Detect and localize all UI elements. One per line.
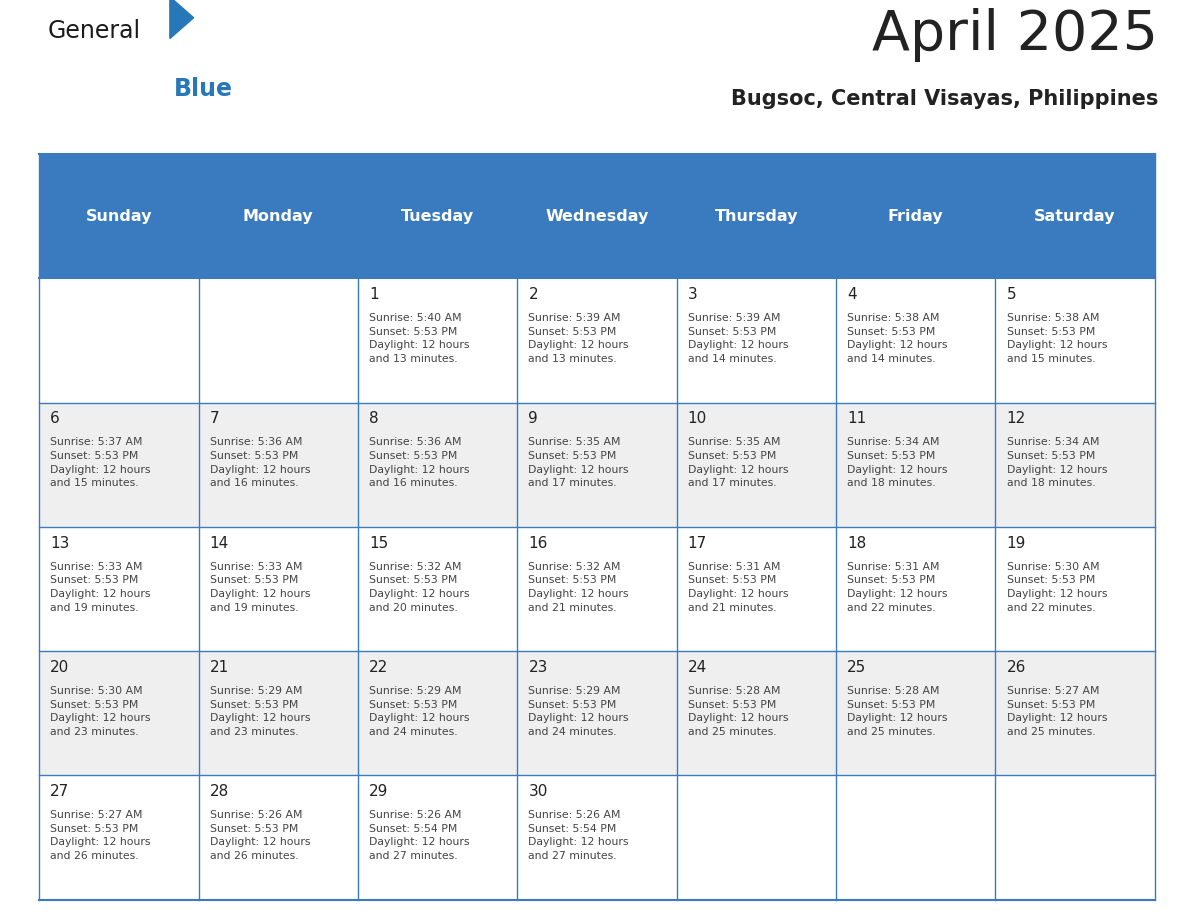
Text: Sunrise: 5:34 AM
Sunset: 5:53 PM
Daylight: 12 hours
and 18 minutes.: Sunrise: 5:34 AM Sunset: 5:53 PM Dayligh… bbox=[847, 438, 948, 488]
Text: Sunrise: 5:31 AM
Sunset: 5:53 PM
Daylight: 12 hours
and 22 minutes.: Sunrise: 5:31 AM Sunset: 5:53 PM Dayligh… bbox=[847, 562, 948, 612]
Text: 13: 13 bbox=[50, 535, 70, 551]
Text: 28: 28 bbox=[210, 784, 229, 799]
Text: Sunrise: 5:28 AM
Sunset: 5:53 PM
Daylight: 12 hours
and 25 minutes.: Sunrise: 5:28 AM Sunset: 5:53 PM Dayligh… bbox=[688, 686, 789, 737]
Text: 12: 12 bbox=[1006, 411, 1025, 426]
Text: Sunrise: 5:26 AM
Sunset: 5:54 PM
Daylight: 12 hours
and 27 minutes.: Sunrise: 5:26 AM Sunset: 5:54 PM Dayligh… bbox=[369, 811, 469, 861]
Text: Sunrise: 5:27 AM
Sunset: 5:53 PM
Daylight: 12 hours
and 25 minutes.: Sunrise: 5:27 AM Sunset: 5:53 PM Dayligh… bbox=[1006, 686, 1107, 737]
Text: Sunrise: 5:40 AM
Sunset: 5:53 PM
Daylight: 12 hours
and 13 minutes.: Sunrise: 5:40 AM Sunset: 5:53 PM Dayligh… bbox=[369, 313, 469, 364]
Text: 21: 21 bbox=[210, 660, 229, 675]
Text: Thursday: Thursday bbox=[714, 208, 798, 224]
Text: 20: 20 bbox=[50, 660, 70, 675]
Text: 24: 24 bbox=[688, 660, 707, 675]
Text: 4: 4 bbox=[847, 287, 857, 302]
Text: 14: 14 bbox=[210, 535, 229, 551]
Text: 1: 1 bbox=[369, 287, 379, 302]
Text: 22: 22 bbox=[369, 660, 388, 675]
Bar bbox=[39, 403, 1155, 527]
Text: 3: 3 bbox=[688, 287, 697, 302]
Text: Sunrise: 5:34 AM
Sunset: 5:53 PM
Daylight: 12 hours
and 18 minutes.: Sunrise: 5:34 AM Sunset: 5:53 PM Dayligh… bbox=[1006, 438, 1107, 488]
Text: Saturday: Saturday bbox=[1035, 208, 1116, 224]
Bar bbox=[39, 278, 1155, 403]
Text: Sunrise: 5:39 AM
Sunset: 5:53 PM
Daylight: 12 hours
and 13 minutes.: Sunrise: 5:39 AM Sunset: 5:53 PM Dayligh… bbox=[529, 313, 628, 364]
Text: Friday: Friday bbox=[887, 208, 943, 224]
Text: 27: 27 bbox=[50, 784, 70, 799]
Text: 29: 29 bbox=[369, 784, 388, 799]
Text: Wednesday: Wednesday bbox=[545, 208, 649, 224]
Text: Sunrise: 5:39 AM
Sunset: 5:53 PM
Daylight: 12 hours
and 14 minutes.: Sunrise: 5:39 AM Sunset: 5:53 PM Dayligh… bbox=[688, 313, 789, 364]
Text: Bugsoc, Central Visayas, Philippines: Bugsoc, Central Visayas, Philippines bbox=[731, 89, 1158, 109]
Text: 23: 23 bbox=[529, 660, 548, 675]
Text: 9: 9 bbox=[529, 411, 538, 426]
Text: Sunrise: 5:30 AM
Sunset: 5:53 PM
Daylight: 12 hours
and 22 minutes.: Sunrise: 5:30 AM Sunset: 5:53 PM Dayligh… bbox=[1006, 562, 1107, 612]
Text: 30: 30 bbox=[529, 784, 548, 799]
Text: 10: 10 bbox=[688, 411, 707, 426]
Text: Sunday: Sunday bbox=[86, 208, 152, 224]
Text: Sunrise: 5:36 AM
Sunset: 5:53 PM
Daylight: 12 hours
and 16 minutes.: Sunrise: 5:36 AM Sunset: 5:53 PM Dayligh… bbox=[210, 438, 310, 488]
Bar bbox=[39, 527, 1155, 651]
Text: Sunrise: 5:28 AM
Sunset: 5:53 PM
Daylight: 12 hours
and 25 minutes.: Sunrise: 5:28 AM Sunset: 5:53 PM Dayligh… bbox=[847, 686, 948, 737]
Text: 25: 25 bbox=[847, 660, 866, 675]
Text: 26: 26 bbox=[1006, 660, 1026, 675]
Bar bbox=[39, 776, 1155, 900]
Text: Sunrise: 5:32 AM
Sunset: 5:53 PM
Daylight: 12 hours
and 20 minutes.: Sunrise: 5:32 AM Sunset: 5:53 PM Dayligh… bbox=[369, 562, 469, 612]
Text: 19: 19 bbox=[1006, 535, 1026, 551]
Text: Sunrise: 5:29 AM
Sunset: 5:53 PM
Daylight: 12 hours
and 23 minutes.: Sunrise: 5:29 AM Sunset: 5:53 PM Dayligh… bbox=[210, 686, 310, 737]
Text: 5: 5 bbox=[1006, 287, 1016, 302]
Text: General: General bbox=[48, 19, 140, 43]
Bar bbox=[39, 651, 1155, 776]
Text: 18: 18 bbox=[847, 535, 866, 551]
Text: 2: 2 bbox=[529, 287, 538, 302]
Text: Sunrise: 5:26 AM
Sunset: 5:53 PM
Daylight: 12 hours
and 26 minutes.: Sunrise: 5:26 AM Sunset: 5:53 PM Dayligh… bbox=[210, 811, 310, 861]
Text: Tuesday: Tuesday bbox=[402, 208, 474, 224]
Polygon shape bbox=[170, 0, 194, 39]
Text: Sunrise: 5:29 AM
Sunset: 5:53 PM
Daylight: 12 hours
and 24 minutes.: Sunrise: 5:29 AM Sunset: 5:53 PM Dayligh… bbox=[369, 686, 469, 737]
Text: Sunrise: 5:38 AM
Sunset: 5:53 PM
Daylight: 12 hours
and 14 minutes.: Sunrise: 5:38 AM Sunset: 5:53 PM Dayligh… bbox=[847, 313, 948, 364]
Text: Sunrise: 5:37 AM
Sunset: 5:53 PM
Daylight: 12 hours
and 15 minutes.: Sunrise: 5:37 AM Sunset: 5:53 PM Dayligh… bbox=[50, 438, 151, 488]
Text: Sunrise: 5:33 AM
Sunset: 5:53 PM
Daylight: 12 hours
and 19 minutes.: Sunrise: 5:33 AM Sunset: 5:53 PM Dayligh… bbox=[50, 562, 151, 612]
Bar bbox=[39, 154, 1155, 278]
Text: Blue: Blue bbox=[173, 77, 233, 101]
Text: 17: 17 bbox=[688, 535, 707, 551]
Text: 11: 11 bbox=[847, 411, 866, 426]
Text: Sunrise: 5:36 AM
Sunset: 5:53 PM
Daylight: 12 hours
and 16 minutes.: Sunrise: 5:36 AM Sunset: 5:53 PM Dayligh… bbox=[369, 438, 469, 488]
Text: 15: 15 bbox=[369, 535, 388, 551]
Text: Sunrise: 5:26 AM
Sunset: 5:54 PM
Daylight: 12 hours
and 27 minutes.: Sunrise: 5:26 AM Sunset: 5:54 PM Dayligh… bbox=[529, 811, 628, 861]
Text: April 2025: April 2025 bbox=[872, 7, 1158, 62]
Text: Sunrise: 5:29 AM
Sunset: 5:53 PM
Daylight: 12 hours
and 24 minutes.: Sunrise: 5:29 AM Sunset: 5:53 PM Dayligh… bbox=[529, 686, 628, 737]
Text: 8: 8 bbox=[369, 411, 379, 426]
Text: Sunrise: 5:27 AM
Sunset: 5:53 PM
Daylight: 12 hours
and 26 minutes.: Sunrise: 5:27 AM Sunset: 5:53 PM Dayligh… bbox=[50, 811, 151, 861]
Text: Sunrise: 5:31 AM
Sunset: 5:53 PM
Daylight: 12 hours
and 21 minutes.: Sunrise: 5:31 AM Sunset: 5:53 PM Dayligh… bbox=[688, 562, 789, 612]
Text: Sunrise: 5:33 AM
Sunset: 5:53 PM
Daylight: 12 hours
and 19 minutes.: Sunrise: 5:33 AM Sunset: 5:53 PM Dayligh… bbox=[210, 562, 310, 612]
Text: Sunrise: 5:35 AM
Sunset: 5:53 PM
Daylight: 12 hours
and 17 minutes.: Sunrise: 5:35 AM Sunset: 5:53 PM Dayligh… bbox=[529, 438, 628, 488]
Text: 7: 7 bbox=[210, 411, 220, 426]
Text: Sunrise: 5:35 AM
Sunset: 5:53 PM
Daylight: 12 hours
and 17 minutes.: Sunrise: 5:35 AM Sunset: 5:53 PM Dayligh… bbox=[688, 438, 789, 488]
Text: 16: 16 bbox=[529, 535, 548, 551]
Text: Monday: Monday bbox=[242, 208, 314, 224]
Text: Sunrise: 5:30 AM
Sunset: 5:53 PM
Daylight: 12 hours
and 23 minutes.: Sunrise: 5:30 AM Sunset: 5:53 PM Dayligh… bbox=[50, 686, 151, 737]
Text: 6: 6 bbox=[50, 411, 61, 426]
Text: Sunrise: 5:38 AM
Sunset: 5:53 PM
Daylight: 12 hours
and 15 minutes.: Sunrise: 5:38 AM Sunset: 5:53 PM Dayligh… bbox=[1006, 313, 1107, 364]
Text: Sunrise: 5:32 AM
Sunset: 5:53 PM
Daylight: 12 hours
and 21 minutes.: Sunrise: 5:32 AM Sunset: 5:53 PM Dayligh… bbox=[529, 562, 628, 612]
